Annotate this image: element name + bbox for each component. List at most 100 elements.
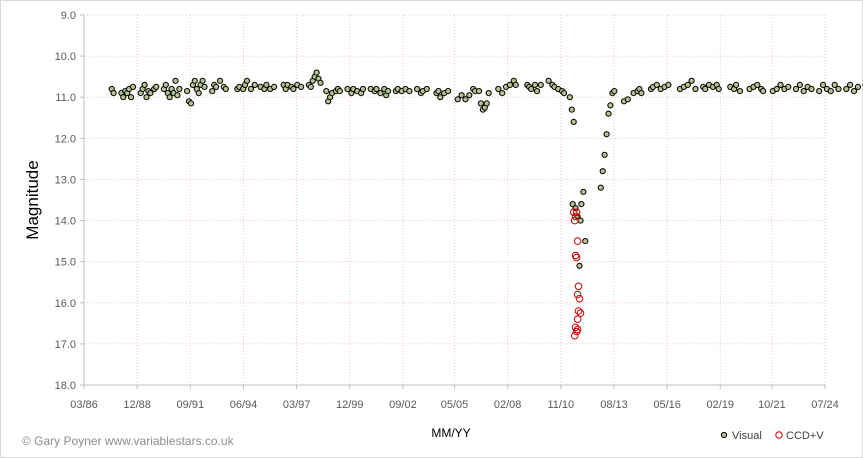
ccd-point (570, 331, 579, 340)
visual-point (665, 81, 672, 89)
ccd-point (574, 282, 583, 291)
visual-point (576, 262, 583, 269)
visual-point (733, 81, 740, 89)
visual-point (537, 81, 544, 89)
legend-visual-label: Visual (732, 430, 762, 442)
visual-point (816, 88, 823, 95)
visual-point (174, 92, 181, 99)
visual-point (373, 85, 380, 93)
visual-point (760, 88, 767, 95)
visual-point (184, 88, 191, 95)
legend-ccd-label: CCD+V (786, 430, 824, 442)
visual-point (477, 100, 484, 107)
axes: 9.0 10.0 11.0 12.0 13.0 14.0 15.0 16.0 17.0 18.0 0… (55, 10, 839, 411)
visual-point (835, 85, 842, 93)
visual-point (191, 77, 198, 84)
visual-point (290, 85, 297, 93)
visual-point (216, 77, 224, 84)
visual-point (800, 88, 807, 95)
legend: Visual CCD+V (720, 430, 824, 442)
visual-point (820, 81, 827, 89)
plot-series (108, 69, 863, 340)
x-tick-label: 02/08 (494, 399, 522, 411)
visual-point (359, 85, 367, 93)
visual-point (603, 131, 610, 138)
legend-ccd-marker (775, 431, 783, 439)
visual-point (147, 90, 154, 97)
visual-point (406, 88, 413, 95)
visual-point (127, 94, 135, 101)
visual-point (796, 81, 804, 89)
ccd-point (575, 294, 584, 303)
visual-point (176, 85, 183, 93)
visual-point (605, 110, 612, 117)
visual-point (110, 90, 117, 97)
visual-point (831, 81, 838, 89)
x-tick-label: 10/21 (758, 399, 786, 411)
credit-text: © Gary Poyner www.variablestars.co.uk (22, 434, 235, 448)
x-tick-label: 03/86 (70, 399, 98, 411)
visual-point (528, 85, 535, 93)
visual-point (499, 90, 506, 97)
x-tick-label: 07/24 (811, 399, 839, 411)
visual-point (570, 118, 577, 126)
y-tick-label: 13.0 (55, 174, 76, 186)
visual-point (187, 100, 195, 107)
visual-point (533, 88, 541, 95)
x-tick-label: 12/88 (123, 399, 151, 411)
x-tick-label: 09/02 (389, 399, 417, 411)
visual-point (580, 188, 587, 195)
visual-point (247, 85, 254, 93)
ccd-point (576, 309, 585, 317)
visual-point (566, 94, 573, 101)
visual-point (506, 81, 513, 89)
visual-point (129, 83, 137, 91)
x-tick-label: 02/19 (707, 399, 735, 411)
visual-point (445, 88, 452, 95)
visual-point (597, 184, 604, 191)
visual-point (568, 106, 575, 113)
visual-point (827, 88, 834, 95)
visual-point (162, 81, 169, 89)
gridlines (84, 14, 826, 385)
visual-point (653, 81, 660, 89)
visual-point (377, 90, 384, 97)
visual-point (141, 81, 148, 89)
visual-point (243, 77, 251, 84)
x-tick-label: 12/99 (336, 399, 364, 411)
visual-point (222, 85, 229, 93)
visual-point (323, 88, 330, 95)
visual-point (843, 85, 850, 93)
visual-point (201, 83, 208, 91)
visual-point (458, 92, 465, 99)
visual-point (773, 85, 780, 93)
x-axis-title: MM/YY (431, 426, 470, 440)
x-tick-label: 09/91 (177, 399, 205, 411)
visual-point (462, 96, 469, 103)
ccd-point (569, 208, 578, 217)
y-tick-label: 17.0 (55, 339, 76, 351)
y-tick-label: 14.0 (55, 216, 76, 228)
visual-point (475, 88, 483, 95)
visual-point (313, 69, 320, 76)
visual-point (423, 85, 430, 93)
visual-point (213, 83, 220, 91)
visual-point (777, 81, 784, 89)
ccd-point (570, 216, 579, 225)
visual-point (485, 90, 492, 97)
ccd-point (571, 212, 580, 221)
x-tick-label: 05/16 (653, 399, 681, 411)
legend-visual-marker (720, 431, 728, 439)
visual-point (195, 90, 202, 97)
visual-point (808, 85, 815, 93)
visual-point (736, 88, 744, 95)
y-axis-title: Magnitude (23, 160, 42, 239)
ccd-point (573, 237, 582, 245)
visual-point (466, 92, 473, 99)
ccd-point (574, 307, 583, 315)
visual-point (785, 83, 792, 91)
visual-point (582, 238, 589, 245)
visual-point (414, 85, 421, 93)
x-tick-label: 06/94 (230, 399, 258, 411)
